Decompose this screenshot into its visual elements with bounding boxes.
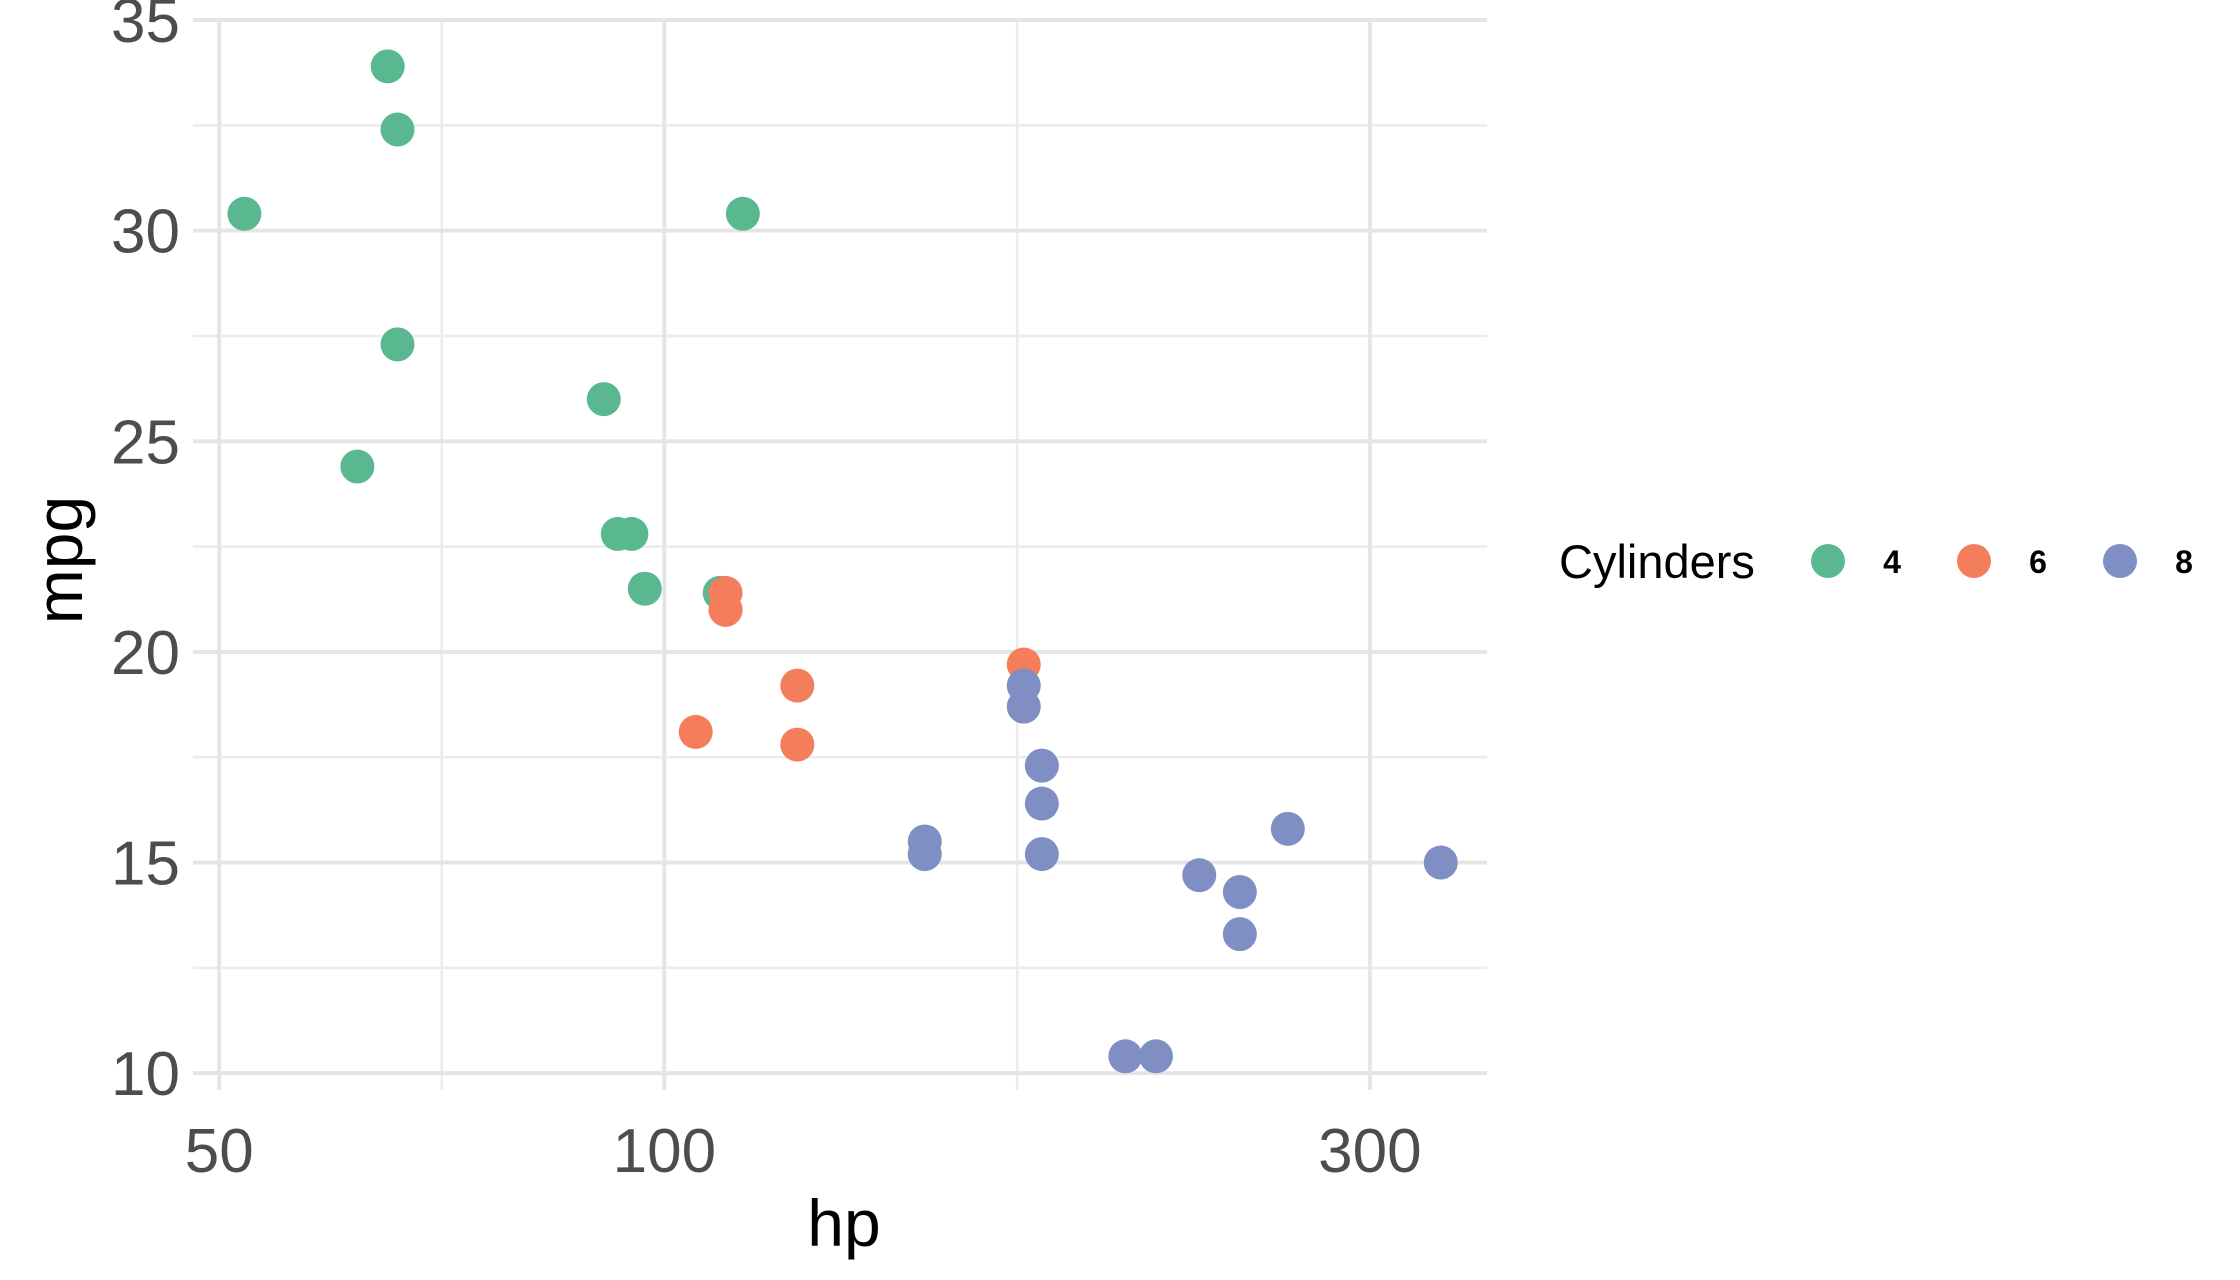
data-point-cyl-8 bbox=[1423, 845, 1458, 880]
y-tick-label: 30 bbox=[111, 198, 180, 267]
data-point-cyl-8 bbox=[1270, 811, 1305, 846]
legend-label-8: 8 bbox=[2175, 544, 2193, 580]
legend-label-4: 4 bbox=[1883, 544, 1901, 580]
data-point-cyl-8 bbox=[1222, 875, 1257, 910]
y-tick-label: 35 bbox=[111, 0, 180, 56]
x-tick-label: 300 bbox=[1318, 1117, 1421, 1186]
y-axis-tick-labels: 10 15 20 25 30 35 bbox=[111, 0, 180, 1109]
data-point-cyl-4 bbox=[586, 382, 621, 417]
data-point-cyl-6 bbox=[780, 668, 815, 703]
legend-key-4 bbox=[1811, 544, 1845, 578]
y-tick-label: 20 bbox=[111, 619, 180, 688]
data-point-cyl-4 bbox=[370, 49, 405, 84]
data-point-cyl-4 bbox=[380, 112, 415, 147]
x-tick-label: 50 bbox=[185, 1117, 254, 1186]
data-point-cyl-8 bbox=[1024, 837, 1059, 872]
x-axis-title: hp bbox=[807, 1186, 880, 1260]
data-point-cyl-8 bbox=[1138, 1039, 1173, 1074]
x-axis-tick-labels: 50 100 300 bbox=[185, 1117, 1422, 1186]
y-tick-label: 10 bbox=[111, 1040, 180, 1109]
data-point-cyl-8 bbox=[907, 837, 942, 872]
major-gridlines bbox=[193, 18, 1487, 1090]
data-point-cyl-8 bbox=[1024, 748, 1059, 783]
data-point-cyl-8 bbox=[1182, 858, 1217, 893]
legend-label-6: 6 bbox=[2029, 544, 2047, 580]
data-point-cyl-6 bbox=[780, 727, 815, 762]
data-point-cyl-8 bbox=[1108, 1039, 1143, 1074]
data-point-cyl-4 bbox=[340, 449, 375, 484]
data-point-cyl-4 bbox=[614, 516, 649, 551]
y-axis-title: mpg bbox=[22, 496, 96, 624]
y-tick-label: 25 bbox=[111, 408, 180, 477]
data-point-cyl-6 bbox=[708, 592, 743, 627]
legend-title: Cylinders bbox=[1559, 535, 1755, 588]
data-point-cyl-4 bbox=[725, 196, 760, 231]
data-points bbox=[227, 49, 1458, 1074]
data-point-cyl-4 bbox=[380, 327, 415, 362]
data-point-cyl-8 bbox=[1222, 917, 1257, 952]
legend-key-8 bbox=[2103, 544, 2137, 578]
legend-key-6 bbox=[1957, 544, 1991, 578]
data-point-cyl-8 bbox=[1006, 668, 1041, 703]
y-tick-label: 15 bbox=[111, 830, 180, 899]
data-point-cyl-8 bbox=[1024, 786, 1059, 821]
data-point-cyl-4 bbox=[227, 196, 262, 231]
x-tick-label: 100 bbox=[613, 1117, 716, 1186]
data-point-cyl-6 bbox=[678, 714, 713, 749]
data-point-cyl-4 bbox=[627, 571, 662, 606]
legend: Cylinders 4 6 8 bbox=[1559, 535, 2193, 588]
minor-gridlines bbox=[193, 20, 1487, 1090]
